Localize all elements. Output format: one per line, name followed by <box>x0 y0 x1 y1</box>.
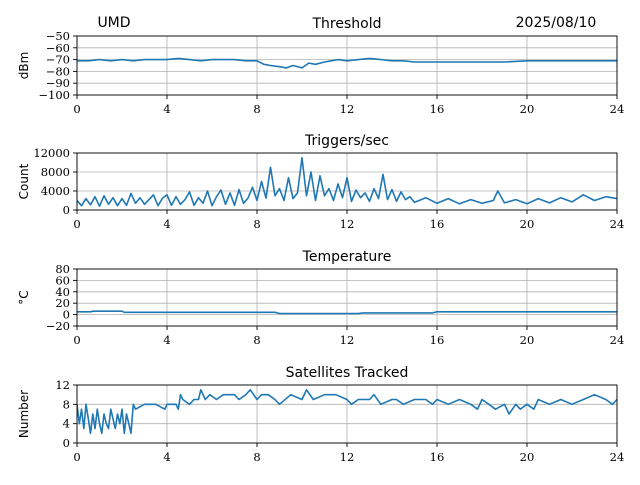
threshold-title: Threshold <box>312 16 382 32</box>
x-tick-label: 24 <box>610 217 625 231</box>
x-tick-label: 8 <box>253 217 260 231</box>
x-tick-label: 4 <box>163 450 170 464</box>
x-tick-label: 16 <box>430 217 445 231</box>
y-tick-label: 12000 <box>33 146 70 160</box>
x-tick-label: 16 <box>430 450 445 464</box>
y-tick-label: −100 <box>38 88 70 102</box>
x-tick-label: 20 <box>520 333 535 347</box>
y-tick-label: −20 <box>46 319 70 333</box>
station-label: UMD <box>97 15 130 31</box>
x-tick-label: 20 <box>520 217 535 231</box>
x-tick-label: 20 <box>520 102 535 116</box>
temperature-series-line <box>77 310 617 315</box>
x-tick-label: 0 <box>73 333 80 347</box>
x-tick-label: 24 <box>610 333 625 347</box>
x-tick-label: 0 <box>73 102 80 116</box>
y-tick-label: 8000 <box>41 165 70 179</box>
triggers-title: Triggers/sec <box>304 133 389 149</box>
date-label: 2025/08/10 <box>516 15 597 31</box>
threshold-series-line <box>77 57 617 69</box>
x-tick-label: 4 <box>163 102 170 116</box>
chart-panels: 0 4 8 12 16 20 24 −100−90−80−70−60−50 Threshold d… <box>17 16 624 464</box>
y-tick-label: 8 <box>63 397 70 411</box>
triggers-panel: 0 4 8 12 16 20 24 0 4000 8000 12000 Triggers/sec Cou… <box>17 133 624 231</box>
triggers-series-line <box>77 157 617 207</box>
x-tick-label: 16 <box>430 333 445 347</box>
x-tick-label: 8 <box>253 450 260 464</box>
y-tick-label: 0 <box>63 436 70 450</box>
threshold-ylabel: dBm <box>17 52 31 80</box>
y-tick-label: 80 <box>55 262 70 276</box>
y-tick-label: 4000 <box>41 184 70 198</box>
y-tick-label: −80 <box>46 64 70 78</box>
y-tick-label: −90 <box>46 76 70 90</box>
y-tick-label: −60 <box>46 41 70 55</box>
x-tick-label: 0 <box>73 450 80 464</box>
x-tick-label: 16 <box>430 102 445 116</box>
x-tick-label: 24 <box>610 102 625 116</box>
satellites-title: Satellites Tracked <box>286 365 409 381</box>
y-tick-label: 0 <box>63 308 70 322</box>
x-tick-label: 20 <box>520 450 535 464</box>
x-tick-label: 24 <box>610 450 625 464</box>
x-tick-label: 4 <box>163 333 170 347</box>
x-tick-label: 4 <box>163 217 170 231</box>
satellites-series-line <box>77 388 617 435</box>
y-tick-label: 60 <box>55 273 70 287</box>
y-tick-label: 20 <box>55 296 70 310</box>
temperature-ylabel: °C <box>17 290 31 304</box>
y-tick-label: 0 <box>63 203 70 217</box>
y-tick-label: 12 <box>55 378 70 392</box>
triggers-ylabel: Count <box>17 163 31 199</box>
threshold-panel: 0 4 8 12 16 20 24 −100−90−80−70−60−50 Threshold d… <box>17 16 624 116</box>
y-tick-label: −50 <box>46 29 70 43</box>
x-tick-label: 0 <box>73 217 80 231</box>
x-tick-label: 8 <box>253 102 260 116</box>
x-tick-label: 12 <box>340 217 355 231</box>
satellites-panel: 0 4 8 12 16 20 24 0 4 8 12 Satellites Tracked Number <box>17 365 624 464</box>
x-tick-label: 12 <box>340 102 355 116</box>
y-tick-label: 4 <box>63 417 70 431</box>
x-tick-label: 12 <box>340 450 355 464</box>
y-tick-label: −70 <box>46 53 70 67</box>
satellites-ylabel: Number <box>17 390 31 438</box>
temperature-title: Temperature <box>302 249 392 265</box>
x-tick-label: 8 <box>253 333 260 347</box>
y-tick-label: 40 <box>55 285 70 299</box>
x-tick-label: 12 <box>340 333 355 347</box>
